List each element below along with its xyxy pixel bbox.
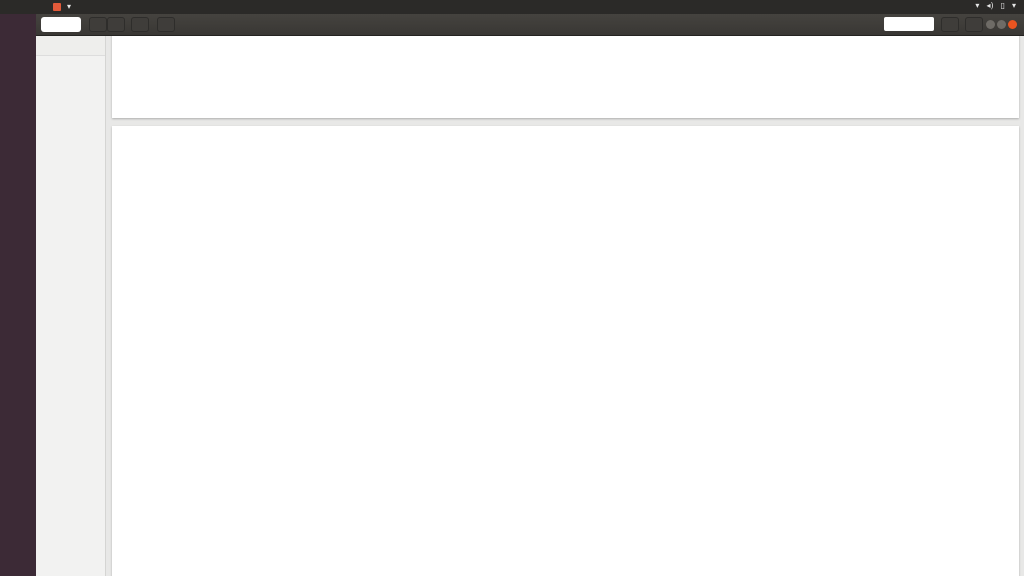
chevron-down-icon: ▾ (67, 2, 72, 11)
document-view[interactable] (107, 36, 1024, 576)
figure-1-chart (282, 218, 902, 468)
system-menu-chevron-icon: ▾ (1011, 1, 1016, 10)
menu-button[interactable] (965, 17, 983, 32)
thumbnail-sidebar (36, 36, 106, 576)
system-tray[interactable]: ▾ ◂) ▯ ▾ (975, 1, 1016, 10)
maximize-button[interactable] (997, 20, 1006, 29)
page-2 (112, 36, 1019, 118)
page-number-field[interactable] (41, 17, 81, 32)
close-window-button[interactable] (1008, 20, 1017, 29)
top-bar: ▾ ▾ ◂) ▯ ▾ (0, 0, 1024, 14)
search-button[interactable] (131, 17, 149, 32)
next-page-button[interactable] (107, 17, 125, 32)
minimize-button[interactable] (986, 20, 995, 29)
wifi-icon: ▾ (975, 1, 980, 10)
app-menu[interactable]: ▾ (53, 2, 71, 11)
header-bar (36, 14, 1024, 36)
previous-page-button[interactable] (89, 17, 107, 32)
dock (0, 14, 36, 576)
zoom-select[interactable] (884, 17, 934, 31)
document-viewer-icon (53, 2, 61, 11)
battery-icon: ▯ (1000, 1, 1005, 10)
page-3 (112, 126, 1019, 576)
volume-icon: ◂) (986, 1, 994, 10)
bookmark-button[interactable] (941, 17, 959, 32)
annotations-button[interactable] (157, 17, 175, 32)
sidebar-header (36, 36, 105, 56)
